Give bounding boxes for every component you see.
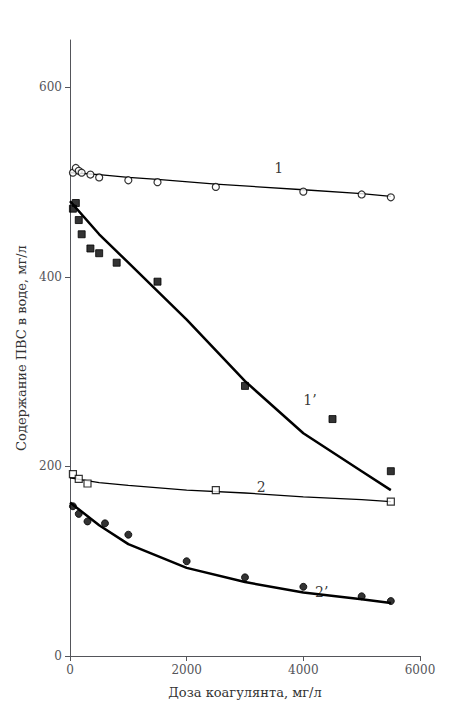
svg-text:0: 0: [66, 663, 74, 677]
svg-text:200: 200: [39, 459, 62, 473]
svg-text:600: 600: [39, 80, 62, 94]
svg-text:2000: 2000: [171, 663, 202, 677]
svg-text:2: 2: [257, 479, 266, 495]
svg-text:1: 1: [274, 160, 283, 176]
svg-text:Содержание ПВС в воде, мг/л: Содержание ПВС в воде, мг/л: [14, 245, 29, 451]
svg-text:4000: 4000: [288, 663, 319, 677]
svg-text:400: 400: [39, 270, 62, 284]
svg-text:1’: 1’: [303, 392, 316, 408]
svg-text:Доза коагулянта, мг/л: Доза коагулянта, мг/л: [168, 685, 321, 700]
svg-text:0: 0: [54, 649, 62, 663]
svg-text:6000: 6000: [405, 663, 436, 677]
svg-text:2’: 2’: [315, 584, 328, 600]
